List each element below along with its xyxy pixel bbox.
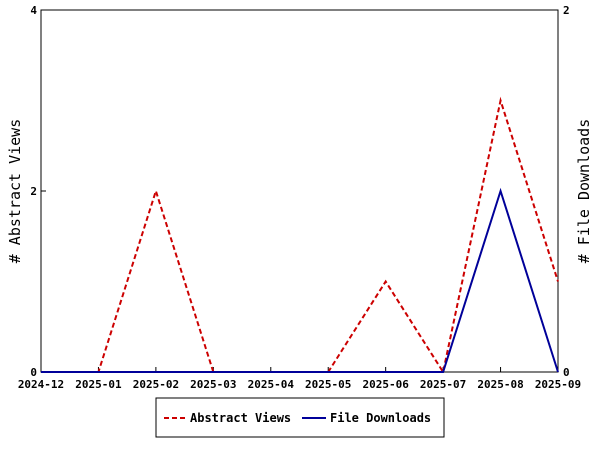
y-tick-label: 2 <box>30 185 37 198</box>
x-tick-label: 2025-08 <box>477 378 523 391</box>
series-layer <box>41 96 559 375</box>
x-tick-label: 2025-01 <box>75 378 122 391</box>
x-tick-label: 2025-07 <box>420 378 466 391</box>
y-tick-label: 0 <box>30 366 37 379</box>
legend-label-file-downloads: File Downloads <box>330 411 431 425</box>
legend-label-abstract-views: Abstract Views <box>190 411 291 425</box>
plot-area <box>40 9 559 373</box>
legend-box <box>155 397 445 438</box>
x-tick-label: 2025-02 <box>133 378 179 391</box>
series-line-abstract-views <box>41 96 559 375</box>
series-line-file-downloads <box>41 187 559 373</box>
x-tick-label: 2025-05 <box>305 378 351 391</box>
y2-axis-title: # File Downloads <box>575 119 593 264</box>
y2-tick-label: 2 <box>563 4 570 17</box>
x-axis-ticks: 2024-12 2025-01 2025-02 2025-03 2025-04 2025-… <box>18 367 581 391</box>
y-axis-ticks: 0 2 4 <box>30 4 46 379</box>
y-tick-label: 4 <box>30 4 37 17</box>
x-tick-label: 2025-09 <box>535 378 581 391</box>
x-tick-label: 2025-06 <box>362 378 409 391</box>
y2-tick-label: 0 <box>563 366 570 379</box>
x-tick-label: 2024-12 <box>18 378 64 391</box>
y-axis-title: # Abstract Views <box>6 119 24 264</box>
y2-axis-ticks: 02 <box>553 4 570 379</box>
x-tick-label: 2025-04 <box>248 378 295 391</box>
legend: Abstract Views File Downloads <box>155 397 445 438</box>
x-tick-label: 2025-03 <box>190 378 236 391</box>
